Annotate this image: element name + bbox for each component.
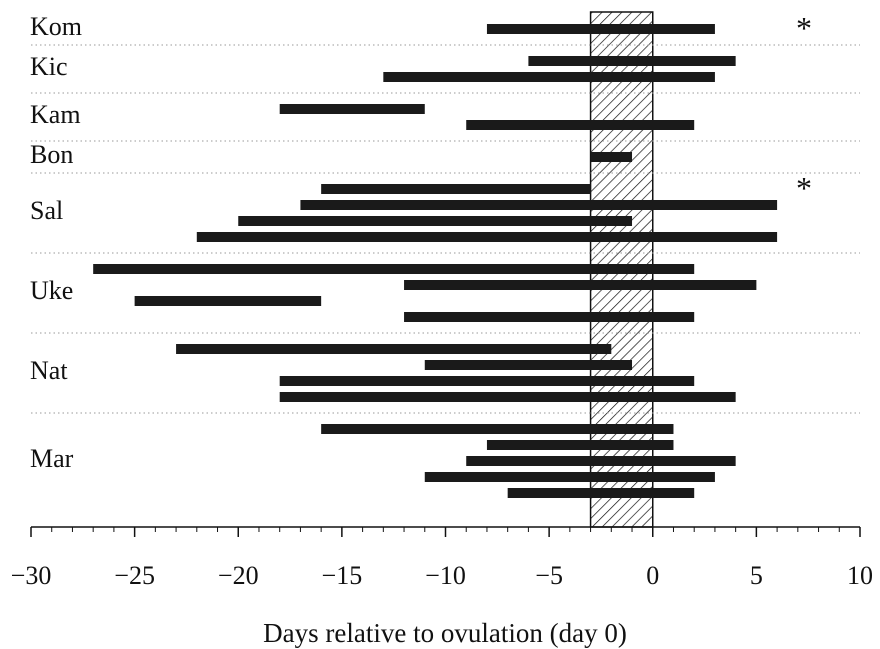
- group-label: Sal: [30, 196, 63, 225]
- x-tick-label: −20: [218, 561, 259, 590]
- range-bar: [196, 232, 778, 242]
- group-label: Uke: [30, 276, 73, 305]
- annotation: *: [796, 170, 812, 206]
- range-bar: [279, 104, 425, 114]
- range-bar: [507, 488, 695, 498]
- range-bar: [279, 376, 695, 386]
- range-bar: [134, 296, 322, 306]
- x-axis-label: Days relative to ovulation (day 0): [263, 618, 627, 648]
- x-tick-label: 5: [750, 561, 763, 590]
- range-bar: [383, 72, 715, 82]
- x-tick-label: −5: [535, 561, 563, 590]
- range-bar: [424, 472, 715, 482]
- range-bar: [279, 392, 736, 402]
- x-tick-label: −15: [322, 561, 363, 590]
- x-tick-label: −25: [114, 561, 155, 590]
- x-tick-label: −10: [425, 561, 466, 590]
- range-bar: [404, 312, 695, 322]
- x-tick-label: −30: [11, 561, 52, 590]
- range-bar: [486, 24, 715, 34]
- range-bar: [321, 184, 591, 194]
- range-bar: [466, 120, 695, 130]
- range-bar: [528, 56, 736, 66]
- range-bar: [176, 344, 612, 354]
- range-bar: [466, 456, 736, 466]
- group-label: Nat: [30, 356, 68, 385]
- range-bar: [424, 360, 633, 370]
- range-bar: [404, 280, 757, 290]
- x-tick-label: 0: [646, 561, 659, 590]
- group-label: Kic: [30, 52, 68, 81]
- range-bar: [238, 216, 633, 226]
- range-bar: [300, 200, 778, 210]
- group-label: Mar: [30, 444, 74, 473]
- annotation: *: [796, 10, 812, 46]
- range-bar: [590, 152, 633, 162]
- group-label: Bon: [30, 140, 73, 169]
- range-bar: [321, 424, 674, 434]
- group-label: Kam: [30, 100, 81, 129]
- range-bar: [93, 264, 695, 274]
- group-label: Kom: [30, 12, 82, 41]
- x-tick-label: 10: [847, 561, 873, 590]
- range-bar: [486, 440, 674, 450]
